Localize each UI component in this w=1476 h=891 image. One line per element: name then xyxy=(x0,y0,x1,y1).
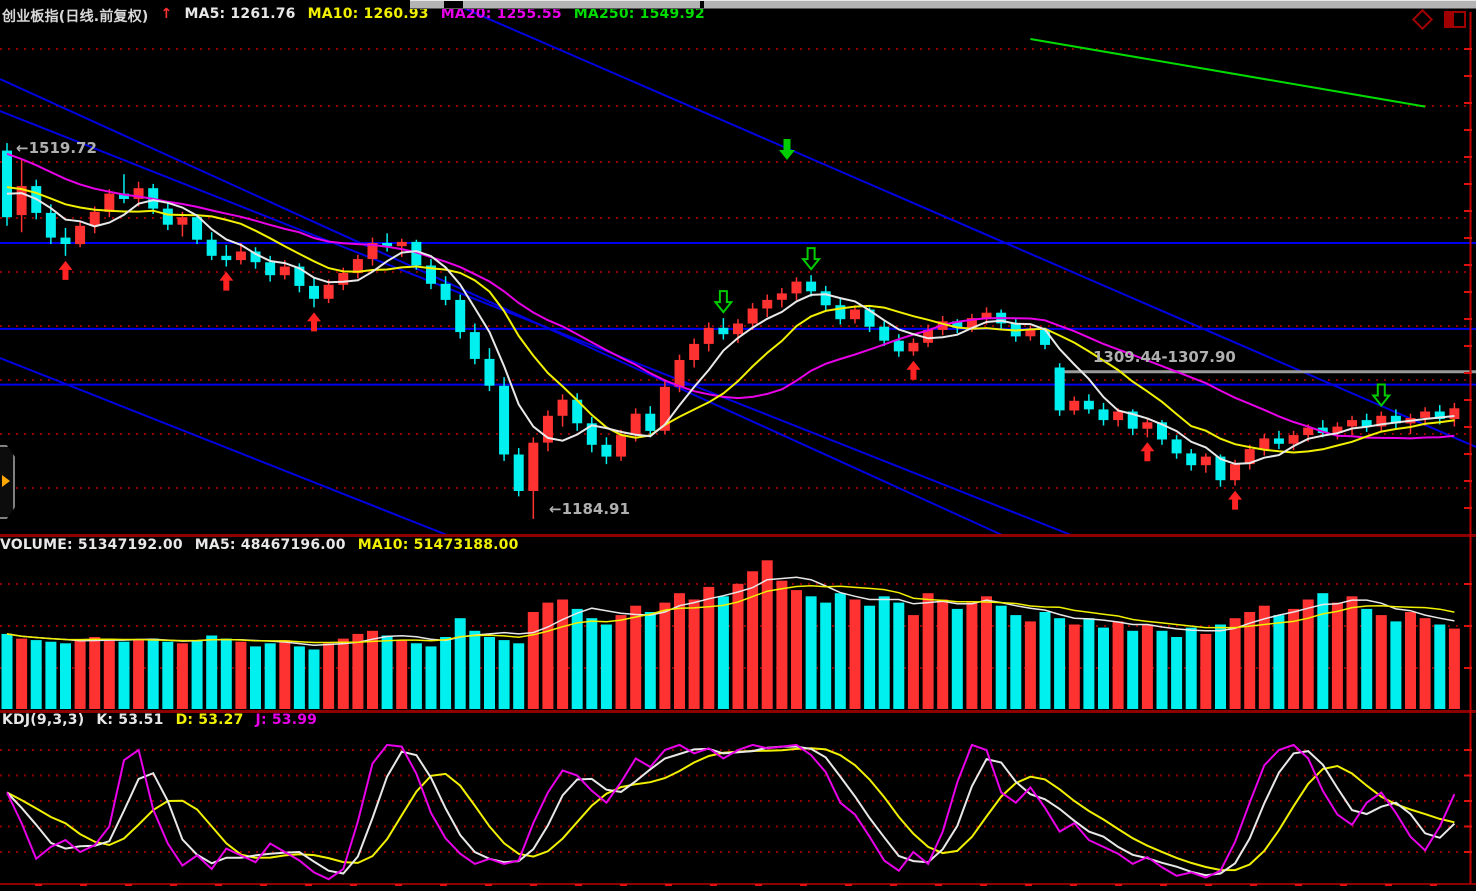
price-legend: 创业板指(日线.前复权) ↑ MA5: 1261.76 MA10: 1260.93 MA… xyxy=(2,6,705,26)
external-window-edge xyxy=(410,0,1476,9)
kdj-panel xyxy=(0,743,1468,881)
j-value: J: 53.99 xyxy=(255,712,318,728)
vol-ma10-value: MA10: 51473188.00 xyxy=(357,537,519,553)
volume-value: VOLUME: 51347192.00 xyxy=(0,537,183,553)
ma20-value: MA20: 1255.55 xyxy=(440,6,562,22)
kdj-title: KDJ(9,3,3) xyxy=(2,712,85,728)
ma5-value: MA5: 1261.76 xyxy=(184,6,296,22)
ma250-value: MA250: 1549.92 xyxy=(573,6,705,22)
volume-legend: VOLUME: 51347192.00 MA5: 48467196.00 MA10:… xyxy=(0,537,519,553)
kdj-legend: KDJ(9,3,3) K: 53.51 D: 53.27 J: 53.99 xyxy=(2,712,317,728)
chart-title: 创业板指(日线.前复权) xyxy=(2,9,149,25)
panel-dividers xyxy=(0,534,1476,886)
vol-ma5-value: MA5: 48467196.00 xyxy=(194,537,346,553)
low-price-label: ←1184.91 xyxy=(549,500,630,518)
left-flyout-tab[interactable] xyxy=(0,445,15,519)
diamond-icon[interactable] xyxy=(1411,8,1434,31)
volume-panel xyxy=(0,560,1468,709)
up-arrow-icon: ↑ xyxy=(160,6,173,22)
high-price-label: ←1519.72 xyxy=(16,139,97,157)
expand-arrow-icon xyxy=(2,475,10,487)
window-edge-notch xyxy=(444,1,463,8)
ma10-value: MA10: 1260.93 xyxy=(307,6,429,22)
d-value: D: 53.27 xyxy=(175,712,244,728)
gap-price-label: 1309.44-1307.90 xyxy=(1093,348,1236,366)
window-edge-notch xyxy=(700,1,704,8)
right-price-axis xyxy=(1464,12,1472,884)
titlebar-buttons xyxy=(1411,8,1466,31)
price-panel xyxy=(0,0,1476,536)
split-window-icon[interactable] xyxy=(1444,11,1466,28)
k-value: K: 53.51 xyxy=(96,712,164,728)
